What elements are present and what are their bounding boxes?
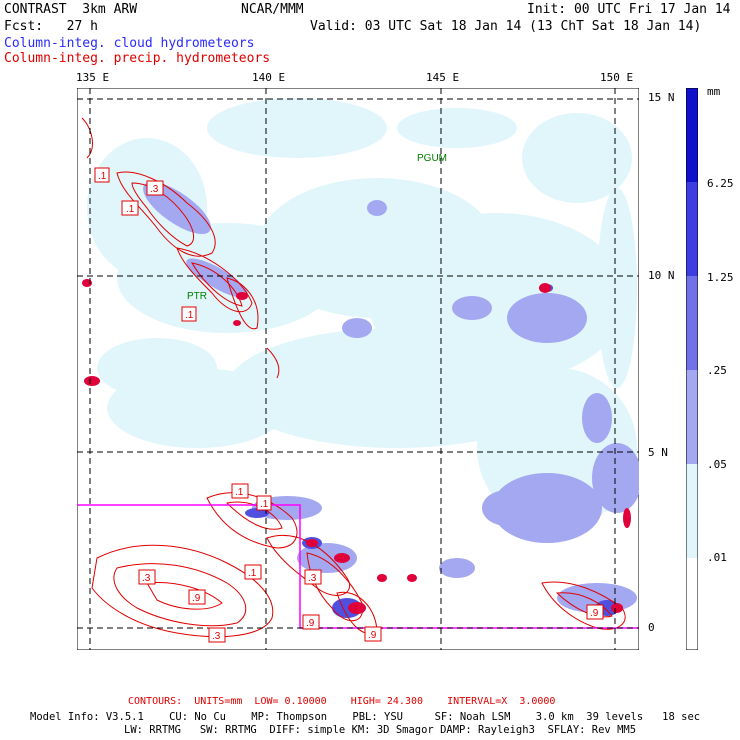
contour-info: CONTOURS: UNITS=mm LOW= 0.10000 HIGH= 24… bbox=[128, 696, 556, 707]
svg-text:.9: .9 bbox=[368, 630, 377, 641]
svg-text:.3: .3 bbox=[142, 573, 151, 584]
model-info-line1: Model Info: V3.5.1 CU: No Cu MP: Thompso… bbox=[30, 711, 701, 723]
precip-contours bbox=[81, 117, 626, 638]
lon-label: 145 E bbox=[426, 71, 460, 84]
svg-text:.9: .9 bbox=[590, 608, 599, 619]
svg-text:.1: .1 bbox=[126, 204, 135, 215]
colorbar bbox=[686, 88, 698, 650]
contour-label: .3 bbox=[304, 569, 322, 585]
contour-label: .1 bbox=[244, 564, 262, 580]
station-label: PGUM bbox=[417, 153, 447, 164]
colorbar-level: 6.25 bbox=[707, 177, 734, 190]
lat-label: 0 bbox=[648, 621, 655, 634]
cloud-field-medium bbox=[143, 181, 639, 613]
contour-label: .1 bbox=[121, 200, 139, 216]
model-info-line2: LW: RRTMG SW: RRTMG DIFF: simple KM: 3D … bbox=[124, 724, 637, 736]
colorbar-swatch bbox=[686, 88, 698, 182]
svg-text:.1: .1 bbox=[185, 310, 194, 321]
valid-time: Valid: 03 UTC Sat 18 Jan 14 (13 ChT Sat … bbox=[310, 19, 702, 34]
legend-cloud: Column-integ. cloud hydrometeors bbox=[4, 36, 255, 51]
forecast-hour: Fcst: 27 h bbox=[4, 19, 98, 34]
legend-precip: Column-integ. precip. hydrometeors bbox=[4, 51, 271, 66]
svg-text:.9: .9 bbox=[192, 593, 201, 604]
colorbar-swatch bbox=[686, 276, 698, 370]
lon-label: 140 E bbox=[252, 71, 286, 84]
org-name: NCAR/MMM bbox=[241, 2, 304, 17]
svg-text:.9: .9 bbox=[306, 618, 315, 629]
svg-text:.1: .1 bbox=[248, 568, 257, 579]
lat-label: 5 N bbox=[648, 446, 668, 459]
lon-label: 150 E bbox=[600, 71, 634, 84]
colorbar-level: 1.25 bbox=[707, 271, 734, 284]
hydrometeor-map: PGUM PTR .1 .3 .1 .1 .1 .1 .3 .1 .3 .9 .… bbox=[77, 88, 639, 650]
colorbar-swatch bbox=[686, 370, 698, 464]
colorbar-swatch bbox=[686, 182, 698, 276]
svg-text:.1: .1 bbox=[260, 499, 269, 510]
svg-text:.3: .3 bbox=[212, 631, 221, 642]
contour-label: .9 bbox=[188, 589, 206, 605]
contour-label: .1 bbox=[94, 167, 110, 183]
lon-label: 135 E bbox=[76, 71, 110, 84]
colorbar-level: .01 bbox=[707, 551, 727, 564]
colorbar-unit: mm bbox=[707, 85, 721, 98]
svg-text:.3: .3 bbox=[308, 573, 317, 584]
precip-cores bbox=[82, 279, 631, 614]
contour-label: .1 bbox=[181, 306, 197, 322]
init-time: Init: 00 UTC Fri 17 Jan 14 bbox=[527, 2, 731, 17]
lat-label: 15 N bbox=[648, 91, 675, 104]
grid-lines bbox=[77, 88, 639, 650]
lat-label: 10 N bbox=[648, 269, 675, 282]
model-title: CONTRAST 3km ARW bbox=[4, 2, 138, 17]
contour-label: .1 bbox=[256, 495, 272, 511]
contour-label: .9 bbox=[364, 626, 382, 642]
contour-label: .3 bbox=[138, 569, 156, 585]
svg-text:.3: .3 bbox=[150, 184, 159, 195]
contour-labels: .1 .3 .1 .1 .1 .1 .3 .1 .3 .9 .3 .9 .9 .… bbox=[94, 167, 604, 643]
svg-text:.1: .1 bbox=[235, 487, 244, 498]
contour-label: .9 bbox=[302, 614, 320, 630]
colorbar-swatch bbox=[686, 464, 698, 558]
contour-label: .1 bbox=[231, 483, 249, 499]
colorbar-level: .05 bbox=[707, 458, 727, 471]
colorbar-level: .25 bbox=[707, 364, 727, 377]
cloud-field-light bbox=[87, 98, 637, 528]
svg-text:.1: .1 bbox=[98, 171, 107, 182]
station-label: PTR bbox=[187, 291, 207, 302]
contour-label: .9 bbox=[586, 604, 604, 620]
colorbar-swatch bbox=[686, 558, 698, 650]
contour-label: .3 bbox=[146, 180, 164, 196]
contour-label: .3 bbox=[208, 627, 226, 643]
